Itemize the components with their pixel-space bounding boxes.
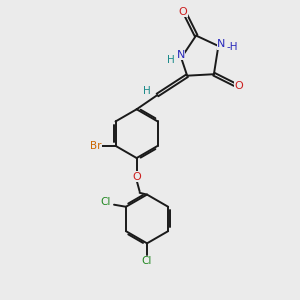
- Text: O: O: [132, 172, 141, 182]
- Text: -H: -H: [227, 43, 239, 52]
- Text: H: H: [167, 55, 175, 65]
- Text: Cl: Cl: [101, 197, 111, 207]
- Text: Br: Br: [90, 141, 101, 151]
- Text: Cl: Cl: [142, 256, 152, 266]
- Text: N: N: [217, 40, 226, 50]
- Text: O: O: [178, 7, 187, 17]
- Text: H: H: [143, 85, 151, 96]
- Text: O: O: [235, 81, 244, 91]
- Text: N: N: [176, 50, 185, 60]
